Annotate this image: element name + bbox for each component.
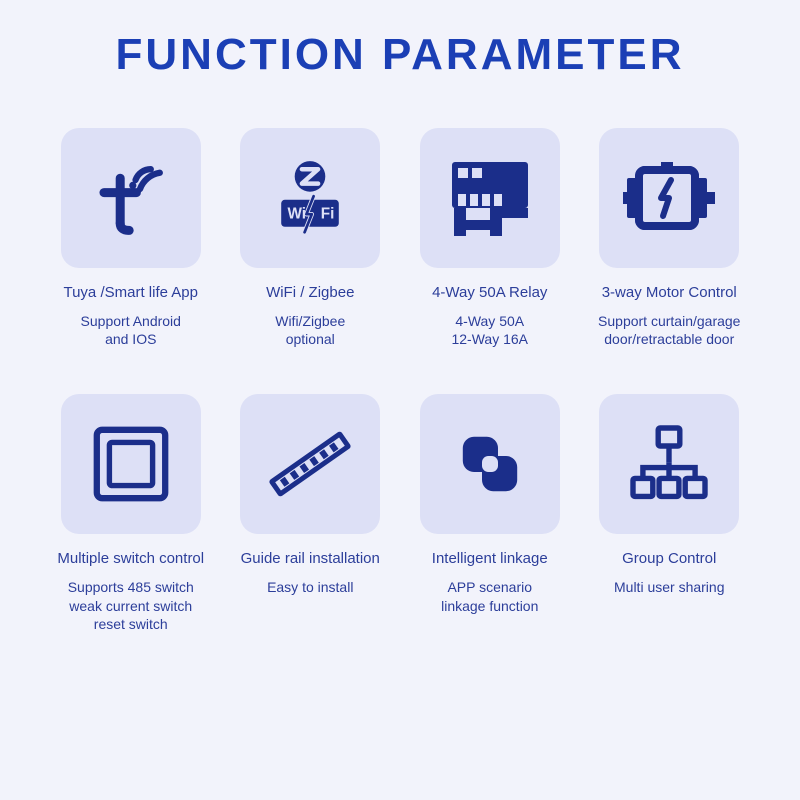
relay-icon: [420, 128, 560, 268]
feature-grid: Tuya /Smart life App Support Android and…: [50, 128, 750, 633]
feature-title: Guide rail installation: [241, 550, 380, 570]
feature-card: Intelligent linkage APP scenario linkage…: [410, 394, 570, 633]
feature-card: 3-way Motor Control Support curtain/gara…: [589, 128, 749, 348]
switch-icon: [61, 394, 201, 534]
group-icon: [599, 394, 739, 534]
feature-card: Multiple switch control Supports 485 swi…: [51, 394, 211, 633]
feature-card: Guide rail installation Easy to install: [230, 394, 390, 633]
wifi-zigbee-icon: Wi Fi: [240, 128, 380, 268]
linkage-icon: [420, 394, 560, 534]
svg-text:Wi: Wi: [288, 206, 307, 223]
feature-title: WiFi / Zigbee: [266, 284, 354, 304]
feature-card: 4-Way 50A Relay 4-Way 50A 12-Way 16A: [410, 128, 570, 348]
rail-icon: [240, 394, 380, 534]
feature-sub: Wifi/Zigbee optional: [275, 312, 345, 348]
feature-sub: Support curtain/garage door/retractable …: [598, 312, 740, 348]
feature-title: 4-Way 50A Relay: [432, 284, 547, 304]
feature-sub: Easy to install: [267, 578, 353, 596]
feature-sub: Multi user sharing: [614, 578, 725, 596]
feature-sub: 4-Way 50A 12-Way 16A: [451, 312, 528, 348]
feature-title: Tuya /Smart life App: [63, 284, 198, 304]
motor-icon: [599, 128, 739, 268]
feature-sub: Supports 485 switch weak current switch …: [68, 578, 194, 633]
feature-title: Intelligent linkage: [432, 550, 548, 570]
feature-title: Group Control: [622, 550, 716, 570]
feature-card: Wi Fi WiFi / Zigbee Wifi/Zigbee optional: [230, 128, 390, 348]
feature-title: 3-way Motor Control: [602, 284, 737, 304]
feature-card: Tuya /Smart life App Support Android and…: [51, 128, 211, 348]
svg-text:Fi: Fi: [321, 206, 335, 223]
tuya-icon: [61, 128, 201, 268]
feature-sub: Support Android and IOS: [81, 312, 181, 348]
feature-card: Group Control Multi user sharing: [589, 394, 749, 633]
feature-title: Multiple switch control: [57, 550, 204, 570]
feature-sub: APP scenario linkage function: [441, 578, 538, 614]
page-title: FUNCTION PARAMETER: [50, 30, 750, 80]
